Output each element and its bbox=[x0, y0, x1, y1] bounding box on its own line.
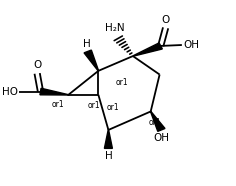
Text: or1: or1 bbox=[115, 78, 128, 87]
Polygon shape bbox=[133, 43, 162, 56]
Text: H: H bbox=[105, 151, 112, 161]
Text: HO: HO bbox=[2, 86, 17, 97]
Polygon shape bbox=[84, 50, 99, 71]
Text: O: O bbox=[33, 60, 41, 70]
Text: OH: OH bbox=[184, 40, 200, 50]
Text: or1: or1 bbox=[149, 118, 161, 127]
Polygon shape bbox=[151, 111, 165, 131]
Text: O: O bbox=[161, 15, 170, 25]
Text: H: H bbox=[83, 39, 90, 49]
Text: OH: OH bbox=[153, 133, 169, 143]
Text: or1: or1 bbox=[52, 100, 65, 110]
Text: H₂N: H₂N bbox=[105, 23, 125, 33]
Text: or1: or1 bbox=[106, 103, 119, 112]
Polygon shape bbox=[104, 130, 112, 148]
Text: or1: or1 bbox=[88, 101, 100, 110]
Polygon shape bbox=[40, 88, 68, 95]
